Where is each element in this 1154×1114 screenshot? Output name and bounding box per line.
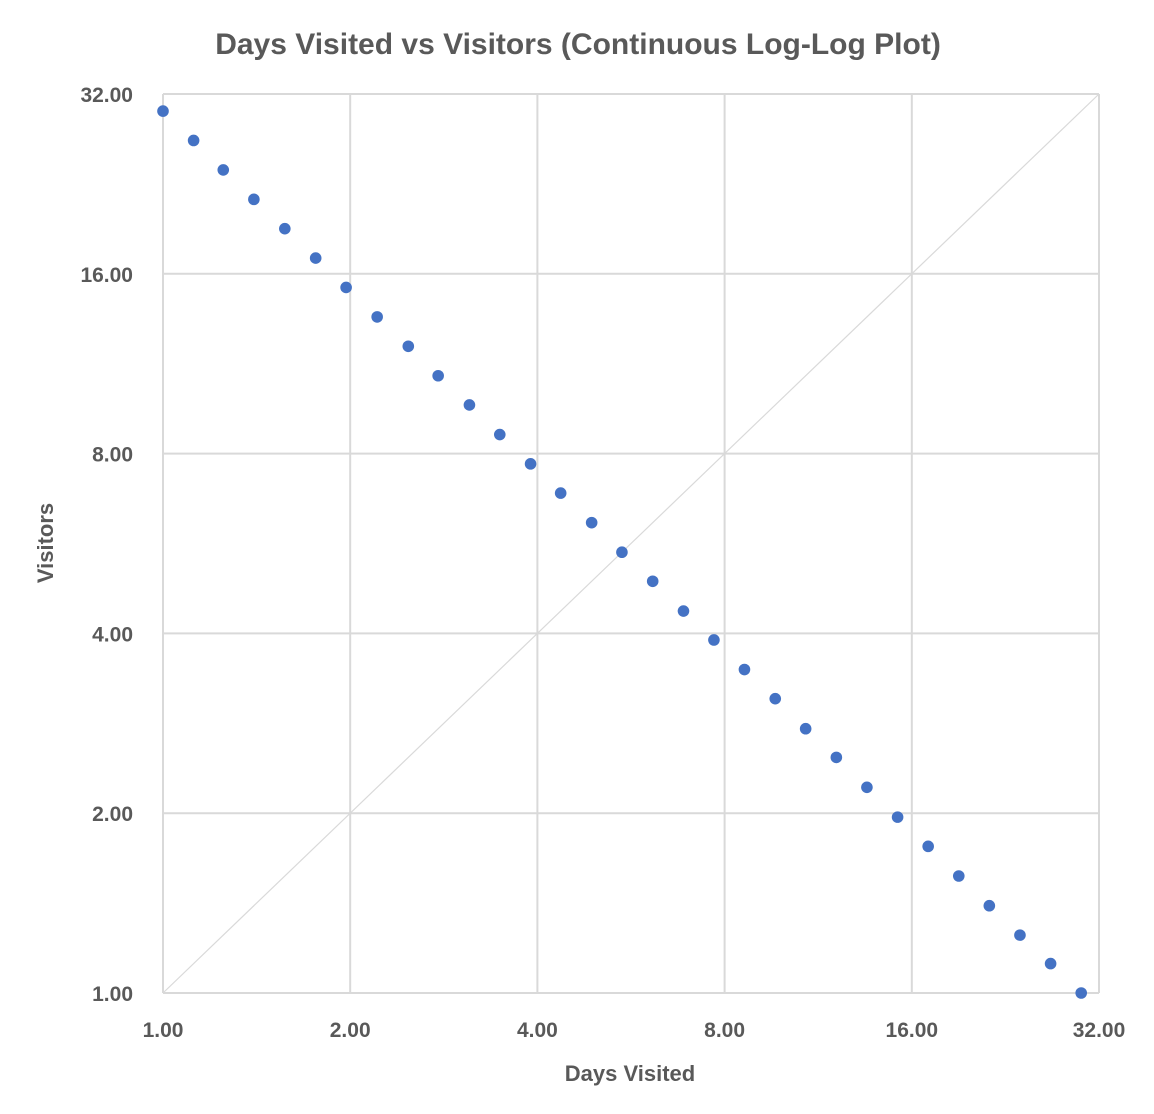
reference-line-y-equals-x xyxy=(162,93,1100,994)
data-point xyxy=(279,222,291,235)
data-point xyxy=(554,487,567,499)
data-point xyxy=(861,781,873,794)
y-tick-label: 32.00 xyxy=(80,84,133,107)
data-point xyxy=(1044,957,1057,970)
y-axis-label: Visitors xyxy=(33,503,58,583)
data-point xyxy=(493,428,506,441)
x-axis-label: Days Visited xyxy=(565,1061,695,1086)
data-point xyxy=(799,722,812,735)
x-tick-label: 16.00 xyxy=(886,1019,939,1042)
data-points xyxy=(157,105,1088,999)
data-point xyxy=(187,134,200,147)
y-tick-label: 8.00 xyxy=(92,444,133,467)
y-tick-label: 1.00 xyxy=(92,983,133,1006)
data-point xyxy=(738,663,751,676)
data-point xyxy=(952,870,965,882)
data-point xyxy=(891,811,904,823)
data-point xyxy=(585,516,598,529)
data-point xyxy=(217,164,230,176)
data-point xyxy=(463,399,476,411)
y-tick-label: 4.00 xyxy=(92,623,133,646)
data-point xyxy=(340,281,352,294)
y-tick-label: 16.00 xyxy=(80,264,133,287)
x-tick-label: 32.00 xyxy=(1073,1019,1126,1042)
data-point xyxy=(983,899,996,912)
data-point xyxy=(646,575,659,588)
gridlines xyxy=(162,93,1100,994)
data-point xyxy=(830,751,843,764)
data-point xyxy=(922,840,934,853)
data-point xyxy=(402,340,415,353)
data-point xyxy=(677,605,690,617)
x-tick-label: 4.00 xyxy=(517,1019,558,1042)
data-point xyxy=(708,634,720,646)
x-tick-label: 8.00 xyxy=(704,1019,745,1042)
data-point xyxy=(309,252,322,264)
x-tick-label: 2.00 xyxy=(330,1019,371,1042)
x-axis-ticks: 1.00 2.00 4.00 8.00 16.00 32.00 xyxy=(143,1019,1126,1042)
data-point xyxy=(157,105,169,117)
data-point xyxy=(371,311,383,323)
y-axis-ticks: 1.00 2.00 4.00 8.00 16.00 32.00 xyxy=(80,84,133,1006)
data-point xyxy=(248,193,260,206)
data-point xyxy=(1075,987,1088,999)
data-point xyxy=(1014,929,1026,941)
x-tick-label: 1.00 xyxy=(143,1019,184,1042)
chart-title: Days Visited vs Visitors (Continuous Log… xyxy=(215,28,941,61)
data-point xyxy=(524,458,537,470)
data-point xyxy=(616,546,628,559)
data-point xyxy=(432,369,444,382)
y-tick-label: 2.00 xyxy=(92,803,133,826)
data-point xyxy=(769,692,782,705)
